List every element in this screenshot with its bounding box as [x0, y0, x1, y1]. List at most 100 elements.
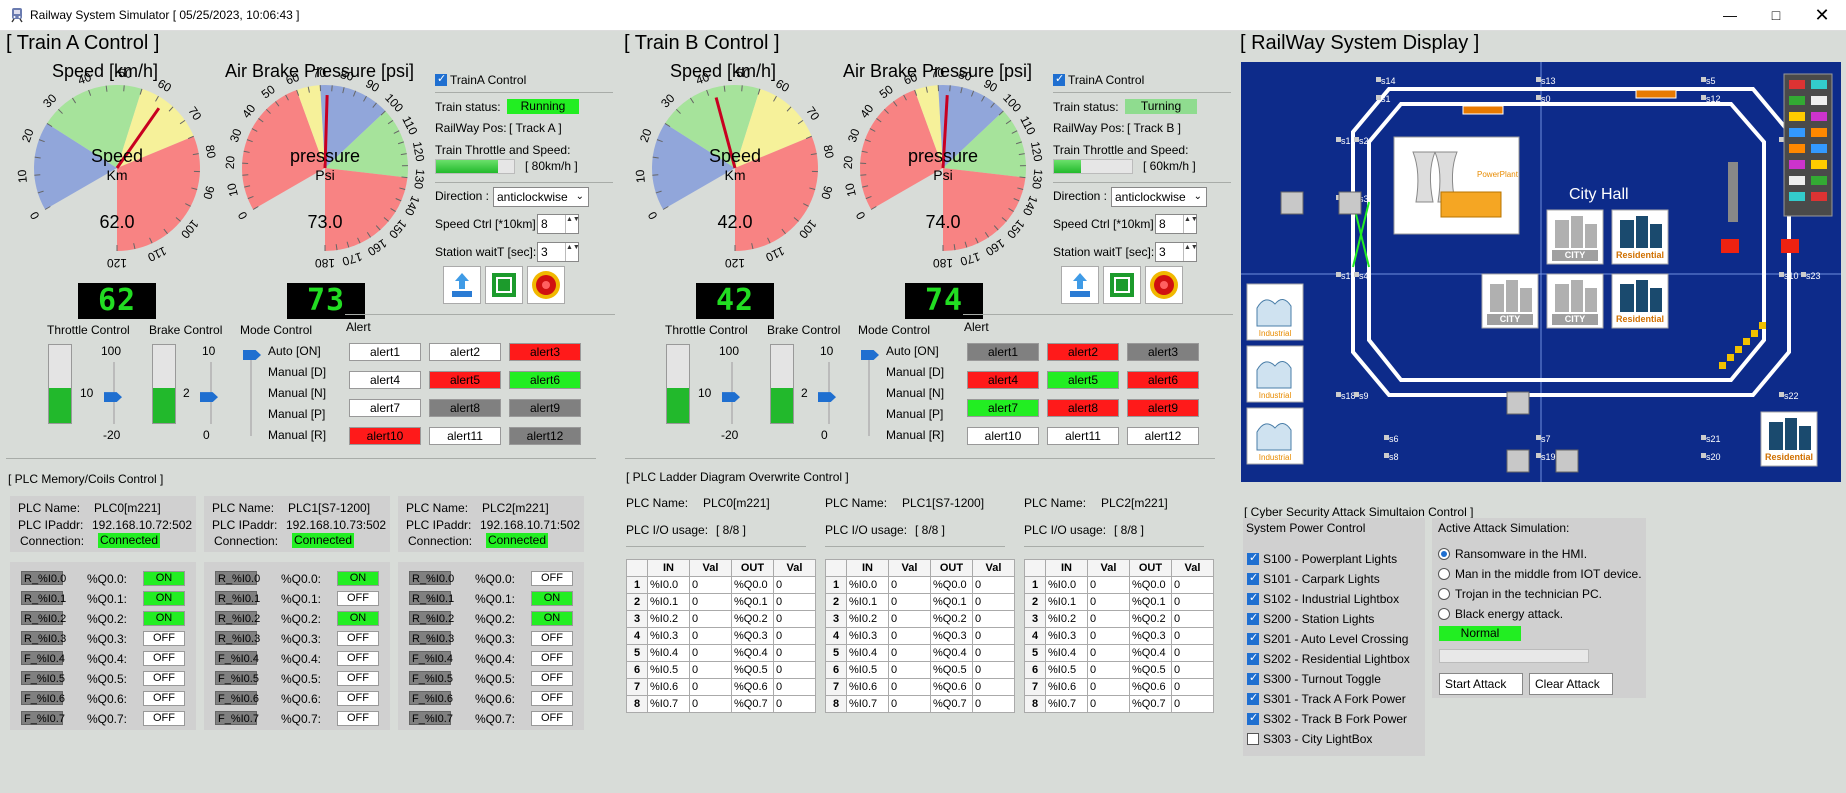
table-cell[interactable]: 0: [888, 644, 931, 662]
plc-coil-toggle[interactable]: OFF: [531, 711, 573, 726]
table-cell[interactable]: 0: [972, 661, 1015, 679]
attack-radio[interactable]: [1438, 588, 1450, 600]
plc-coil-toggle[interactable]: ON: [531, 611, 573, 626]
table-cell[interactable]: 0: [1087, 576, 1130, 594]
table-cell[interactable]: 0: [1171, 644, 1214, 662]
table-cell[interactable]: 0: [972, 695, 1015, 713]
plc-coil-toggle[interactable]: OFF: [531, 671, 573, 686]
table-cell[interactable]: 0: [689, 610, 732, 628]
plc-coil-toggle[interactable]: OFF: [143, 631, 185, 646]
mode-slider-handle[interactable]: [861, 350, 879, 360]
spin-arrows-icon[interactable]: ▲▼: [1183, 243, 1198, 261]
start-train-button[interactable]: [485, 266, 523, 304]
power-checkbox[interactable]: [1247, 551, 1259, 565]
table-cell[interactable]: 0: [888, 627, 931, 645]
close-button[interactable]: ✕: [1814, 5, 1830, 25]
table-cell[interactable]: 0: [773, 678, 816, 696]
mode-option[interactable]: Manual [P]: [886, 407, 944, 421]
table-cell[interactable]: 0: [773, 661, 816, 679]
table-cell[interactable]: 0: [773, 576, 816, 594]
table-cell[interactable]: 0: [1171, 627, 1214, 645]
plc-coil-toggle[interactable]: OFF: [143, 651, 185, 666]
station-waitt-stepper[interactable]: 3 ▲▼: [537, 242, 580, 262]
power-checkbox[interactable]: [1247, 691, 1259, 705]
table-cell[interactable]: 0: [888, 695, 931, 713]
table-cell[interactable]: 0: [689, 678, 732, 696]
table-cell[interactable]: 0: [1087, 627, 1130, 645]
station-waitt-stepper[interactable]: 3 ▲▼: [1155, 242, 1198, 262]
table-cell[interactable]: 0: [888, 593, 931, 611]
start-train-button[interactable]: [1103, 266, 1141, 304]
mode-option[interactable]: Manual [D]: [886, 365, 945, 379]
table-cell[interactable]: 0: [773, 593, 816, 611]
table-cell[interactable]: 0: [773, 695, 816, 713]
table-cell[interactable]: 0: [773, 610, 816, 628]
table-cell[interactable]: 0: [1171, 678, 1214, 696]
table-cell[interactable]: 0: [689, 593, 732, 611]
mode-option[interactable]: Manual [N]: [886, 386, 945, 400]
plc-coil-toggle[interactable]: ON: [143, 591, 185, 606]
table-cell[interactable]: 0: [1171, 610, 1214, 628]
table-cell[interactable]: 0: [1171, 695, 1214, 713]
brake-slider-handle[interactable]: [818, 392, 836, 403]
mode-option[interactable]: Manual [R]: [268, 428, 327, 442]
table-cell[interactable]: 0: [1087, 593, 1130, 611]
plc-coil-toggle[interactable]: ON: [143, 611, 185, 626]
plc-coil-toggle[interactable]: ON: [531, 591, 573, 606]
plc-coil-toggle[interactable]: OFF: [531, 651, 573, 666]
table-cell[interactable]: 0: [888, 678, 931, 696]
table-cell[interactable]: 0: [972, 627, 1015, 645]
plc-coil-toggle[interactable]: ON: [337, 571, 379, 586]
table-cell[interactable]: 0: [888, 610, 931, 628]
mode-option[interactable]: Manual [D]: [268, 365, 327, 379]
plc-coil-toggle[interactable]: OFF: [337, 671, 379, 686]
power-checkbox[interactable]: [1247, 711, 1259, 725]
plc-coil-toggle[interactable]: OFF: [337, 711, 379, 726]
mode-option[interactable]: Auto [ON]: [268, 344, 321, 358]
plc-coil-toggle[interactable]: OFF: [143, 671, 185, 686]
spin-arrows-icon[interactable]: ▲▼: [1183, 215, 1198, 233]
start-attack-button[interactable]: Start Attack: [1439, 673, 1523, 695]
table-cell[interactable]: 0: [1087, 661, 1130, 679]
load-config-button[interactable]: [1061, 266, 1099, 304]
plc-coil-toggle[interactable]: OFF: [337, 631, 379, 646]
table-cell[interactable]: 0: [689, 627, 732, 645]
table-cell[interactable]: 0: [888, 661, 931, 679]
power-checkbox[interactable]: [1247, 631, 1259, 645]
table-cell[interactable]: 0: [888, 576, 931, 594]
plc-coil-toggle[interactable]: OFF: [337, 651, 379, 666]
table-cell[interactable]: 0: [773, 627, 816, 645]
table-cell[interactable]: 0: [1171, 661, 1214, 679]
spin-arrows-icon[interactable]: ▲▼: [565, 215, 580, 233]
table-cell[interactable]: 0: [1087, 610, 1130, 628]
train-control-checkbox[interactable]: [1053, 72, 1065, 86]
plc-coil-toggle[interactable]: OFF: [337, 591, 379, 606]
table-cell[interactable]: 0: [689, 576, 732, 594]
attack-radio[interactable]: [1438, 548, 1450, 560]
load-config-button[interactable]: [443, 266, 481, 304]
plc-coil-toggle[interactable]: OFF: [531, 571, 573, 586]
throttle-slider-handle[interactable]: [722, 392, 740, 403]
attack-radio[interactable]: [1438, 608, 1450, 620]
table-cell[interactable]: 0: [972, 678, 1015, 696]
attack-radio[interactable]: [1438, 568, 1450, 580]
speed-ctrl-stepper[interactable]: 8 ▲▼: [1155, 214, 1198, 234]
table-cell[interactable]: 0: [689, 644, 732, 662]
power-checkbox[interactable]: [1247, 591, 1259, 605]
power-checkbox[interactable]: [1247, 571, 1259, 585]
power-checkbox[interactable]: [1247, 651, 1259, 665]
direction-select[interactable]: anticlockwise ⌄: [1111, 187, 1207, 207]
mode-option[interactable]: Manual [P]: [268, 407, 326, 421]
spin-arrows-icon[interactable]: ▲▼: [565, 243, 580, 261]
emergency-stop-button[interactable]: [527, 266, 565, 304]
plc-coil-toggle[interactable]: OFF: [143, 711, 185, 726]
plc-coil-toggle[interactable]: OFF: [531, 691, 573, 706]
power-checkbox[interactable]: [1247, 611, 1259, 625]
mode-option[interactable]: Manual [N]: [268, 386, 327, 400]
power-checkbox[interactable]: [1247, 671, 1259, 685]
table-cell[interactable]: 0: [689, 695, 732, 713]
plc-coil-toggle[interactable]: ON: [337, 611, 379, 626]
plc-coil-toggle[interactable]: ON: [143, 571, 185, 586]
mode-option[interactable]: Auto [ON]: [886, 344, 939, 358]
brake-slider-handle[interactable]: [200, 392, 218, 403]
